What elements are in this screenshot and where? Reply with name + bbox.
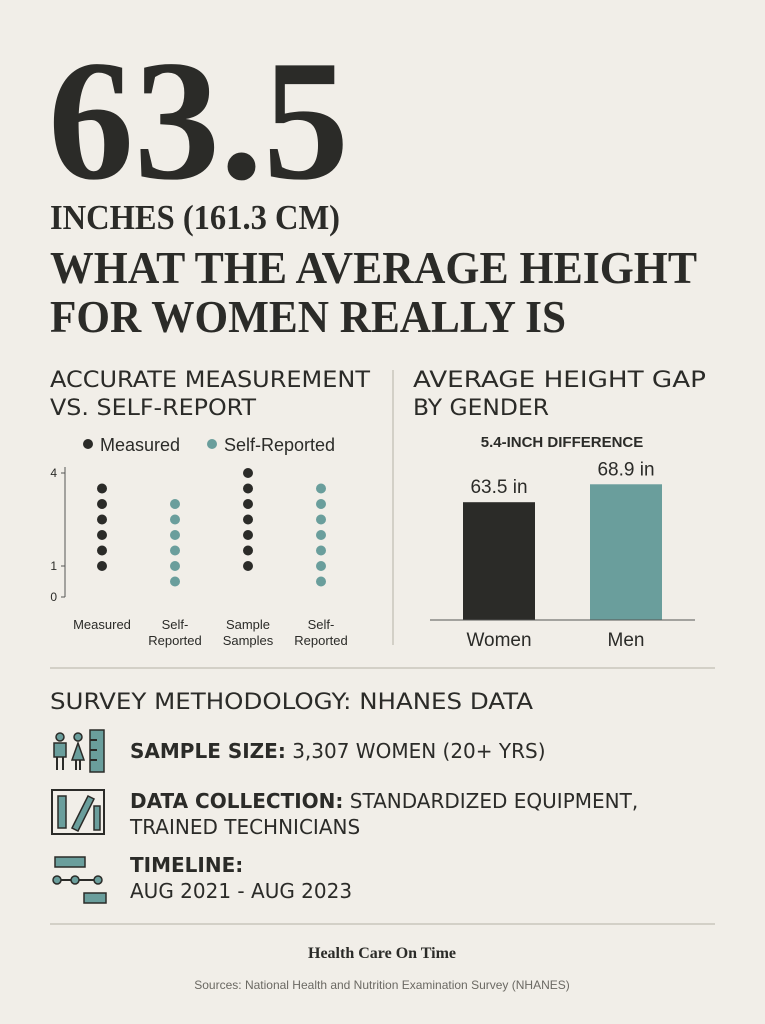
value-label: 63.5 in — [470, 477, 527, 498]
legend-swatch — [207, 439, 217, 449]
brand: Health Care On Time — [308, 945, 456, 962]
dot — [97, 483, 107, 494]
dot — [170, 561, 180, 571]
section-title: BY GENDER — [413, 396, 549, 421]
x-tick-label: Measured — [73, 617, 131, 632]
legend-label: Measured — [100, 435, 180, 455]
legend-label: Self-Reported — [224, 435, 335, 455]
method-item: DATA COLLECTION: STANDARDIZED EQUIPMENT, — [130, 789, 638, 813]
dot — [97, 545, 107, 556]
chart-subtitle: 5.4-INCH DIFFERENCE — [481, 434, 644, 451]
dot — [170, 514, 180, 525]
tools-icon — [51, 789, 105, 835]
x-tick-label: Reported — [294, 633, 347, 648]
dot — [316, 530, 326, 540]
dot — [243, 499, 253, 509]
dot — [97, 561, 107, 571]
x-tick-label: Samples — [223, 633, 274, 648]
timeline-icon — [52, 856, 107, 904]
x-tick-label: Self- — [162, 617, 189, 632]
bar — [463, 502, 535, 620]
dot — [316, 561, 326, 571]
dot — [243, 483, 253, 494]
section-title: VS. SELF-REPORT — [50, 396, 257, 421]
dot — [243, 468, 253, 478]
dot — [316, 545, 326, 556]
x-tick-label: Reported — [148, 633, 201, 648]
dot — [316, 483, 326, 494]
dot — [170, 499, 180, 509]
x-tick-label: Sample — [226, 617, 270, 632]
title-line: FOR WOMEN REALLY IS — [50, 291, 566, 342]
dot — [97, 530, 107, 540]
method-text: TRAINED TECHNICIANS — [129, 815, 360, 839]
dot — [170, 545, 180, 556]
method-text: 3,307 WOMEN (20+ YRS) — [292, 739, 545, 763]
section-title: AVERAGE HEIGHT GAP — [413, 368, 706, 393]
dot — [316, 576, 326, 587]
headline: 63.5 — [48, 26, 349, 216]
people-icon — [53, 729, 105, 773]
y-tick-label: 0 — [50, 590, 57, 604]
dot — [243, 530, 253, 540]
section-title: ACCURATE MEASUREMENT — [50, 368, 371, 393]
subheadline: INCHES (161.3 CM) — [50, 198, 340, 237]
value-label: 68.9 in — [597, 459, 654, 480]
method-text: STANDARDIZED EQUIPMENT, — [350, 789, 638, 813]
method-item: SAMPLE SIZE: 3,307 WOMEN (20+ YRS) — [130, 739, 546, 763]
dot — [316, 514, 326, 525]
section-title: SURVEY METHODOLOGY: NHANES DATA — [50, 690, 533, 715]
y-tick-label: 1 — [50, 559, 57, 573]
x-tick-label: Women — [466, 630, 531, 651]
sources: Sources: National Health and Nutrition E… — [194, 978, 570, 992]
dot — [243, 561, 253, 571]
dot — [170, 530, 180, 540]
x-tick-label: Men — [608, 630, 645, 651]
bar — [590, 484, 662, 620]
dot — [97, 514, 107, 525]
method-label: SAMPLE SIZE: — [130, 739, 286, 763]
title-line: WHAT THE AVERAGE HEIGHT — [50, 242, 697, 293]
method-label: DATA COLLECTION: — [130, 789, 343, 813]
dot — [243, 545, 253, 556]
legend-swatch — [83, 439, 93, 449]
dot — [170, 576, 180, 587]
dot — [316, 499, 326, 509]
dot — [97, 499, 107, 509]
dot — [243, 514, 253, 525]
method-label: TIMELINE: — [130, 853, 243, 877]
y-tick-label: 4 — [50, 466, 57, 480]
x-tick-label: Self- — [308, 617, 335, 632]
method-text: AUG 2021 - AUG 2023 — [130, 879, 352, 903]
